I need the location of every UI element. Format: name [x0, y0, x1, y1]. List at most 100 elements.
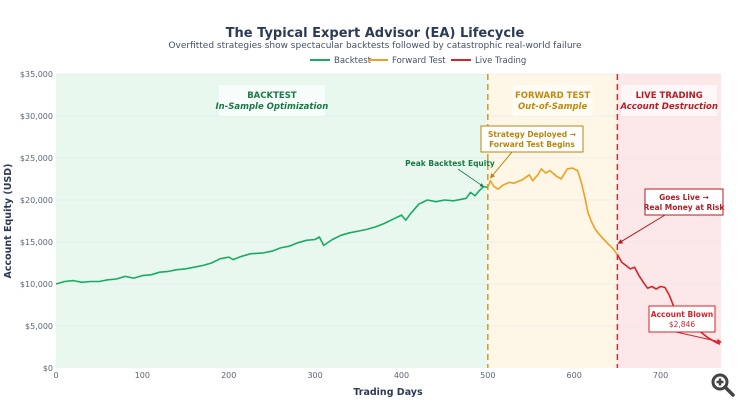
data-point [349, 232, 350, 233]
data-point [306, 240, 307, 241]
data-point [280, 247, 281, 248]
x-tick-label: 500 [480, 371, 495, 380]
data-point [617, 254, 618, 255]
data-point [401, 215, 402, 216]
data-point [289, 246, 290, 247]
y-tick-label: $5,000 [25, 322, 53, 331]
data-point [202, 265, 203, 266]
data-point [581, 181, 582, 182]
annotation-box [648, 305, 716, 333]
y-axis-title: Account Equity (USD) [3, 164, 14, 279]
data-point [271, 251, 272, 252]
data-point [461, 199, 462, 200]
phase-label-box [218, 85, 325, 116]
phase-label-box [621, 85, 718, 116]
data-point [142, 275, 143, 276]
phase-label-subtitle: Account Destruction [619, 102, 717, 112]
y-tick-label: $20,000 [20, 196, 53, 205]
data-point [503, 184, 504, 185]
x-axis-title: Trading Days [353, 387, 423, 398]
series-lines [55, 167, 721, 345]
annotation-arrow [490, 151, 513, 179]
data-point [638, 275, 639, 276]
data-point [664, 287, 665, 288]
data-point [405, 220, 406, 221]
legend: Backtest Forward Test Live Trading [310, 56, 526, 66]
data-point [250, 253, 251, 254]
data-point [241, 256, 242, 257]
phase-label-title: LIVE TRADING [636, 91, 703, 101]
data-point [151, 274, 152, 275]
data-point [332, 239, 333, 240]
data-point [703, 334, 704, 335]
zoom-button[interactable] [710, 372, 736, 398]
data-point [185, 268, 186, 269]
data-point [490, 180, 491, 181]
data-point [509, 182, 510, 183]
x-tick-label: 0 [53, 371, 58, 380]
data-point [81, 282, 82, 283]
phase-label-subtitle: Out-of-Sample [518, 102, 587, 112]
phase-label-subtitle: In-Sample Optimization [216, 102, 329, 112]
grid [56, 73, 721, 327]
data-point [159, 272, 160, 273]
annotation-box [644, 188, 724, 216]
y-tick-label: $30,000 [20, 112, 53, 121]
phase-label-title: BACKTEST [247, 91, 297, 101]
data-point [418, 204, 419, 205]
annotation-line: Account Blown [651, 310, 713, 319]
x-axis: 0 100 200 300 400 500 600 700 [53, 371, 668, 380]
data-point [656, 289, 657, 290]
annotation-peak-backtest: Peak Backtest Equity [405, 159, 495, 168]
data-point [651, 286, 652, 287]
series-line-backtest [55, 185, 488, 285]
data-point [375, 226, 376, 227]
y-tick-label: $15,000 [20, 238, 53, 247]
data-point [634, 267, 635, 268]
data-point [708, 337, 709, 338]
annotation-arrow [457, 168, 484, 187]
data-point [116, 278, 117, 279]
data-point [541, 168, 542, 169]
phase-label-box [512, 85, 593, 116]
data-point [591, 221, 592, 222]
zoom-in-icon [711, 373, 735, 397]
data-point [56, 284, 57, 285]
data-point [660, 286, 661, 287]
data-point [588, 212, 589, 213]
data-point [90, 281, 91, 282]
data-point [233, 259, 234, 260]
y-tick-label: $10,000 [20, 280, 53, 289]
y-tick-label: $35,000 [20, 70, 53, 79]
data-point [607, 242, 608, 243]
data-point [493, 186, 494, 187]
data-point [577, 170, 578, 171]
data-point [319, 236, 320, 237]
data-point [613, 248, 614, 249]
data-point [479, 190, 480, 191]
legend-label: Backtest [334, 56, 372, 66]
annotation-line: Forward Test Begins [489, 140, 575, 149]
x-tick-label: 400 [394, 371, 409, 380]
phase-dividers [487, 74, 619, 368]
data-point [474, 195, 475, 196]
x-tick-label: 600 [567, 371, 582, 380]
data-point [168, 271, 169, 272]
data-point [529, 174, 530, 175]
data-point [427, 200, 428, 201]
data-point [341, 235, 342, 236]
phase-region-1 [487, 74, 618, 368]
data-point [626, 265, 627, 266]
data-point [99, 281, 100, 282]
data-point [584, 195, 585, 196]
data-point [669, 294, 670, 295]
data-point [630, 268, 631, 269]
data-point [621, 262, 622, 263]
data-point [545, 173, 546, 174]
x-tick-label: 700 [653, 371, 668, 380]
annotation-arrow [617, 214, 666, 244]
data-point [716, 342, 717, 343]
data-point [220, 258, 221, 259]
data-point [487, 187, 488, 188]
data-point [470, 192, 471, 193]
